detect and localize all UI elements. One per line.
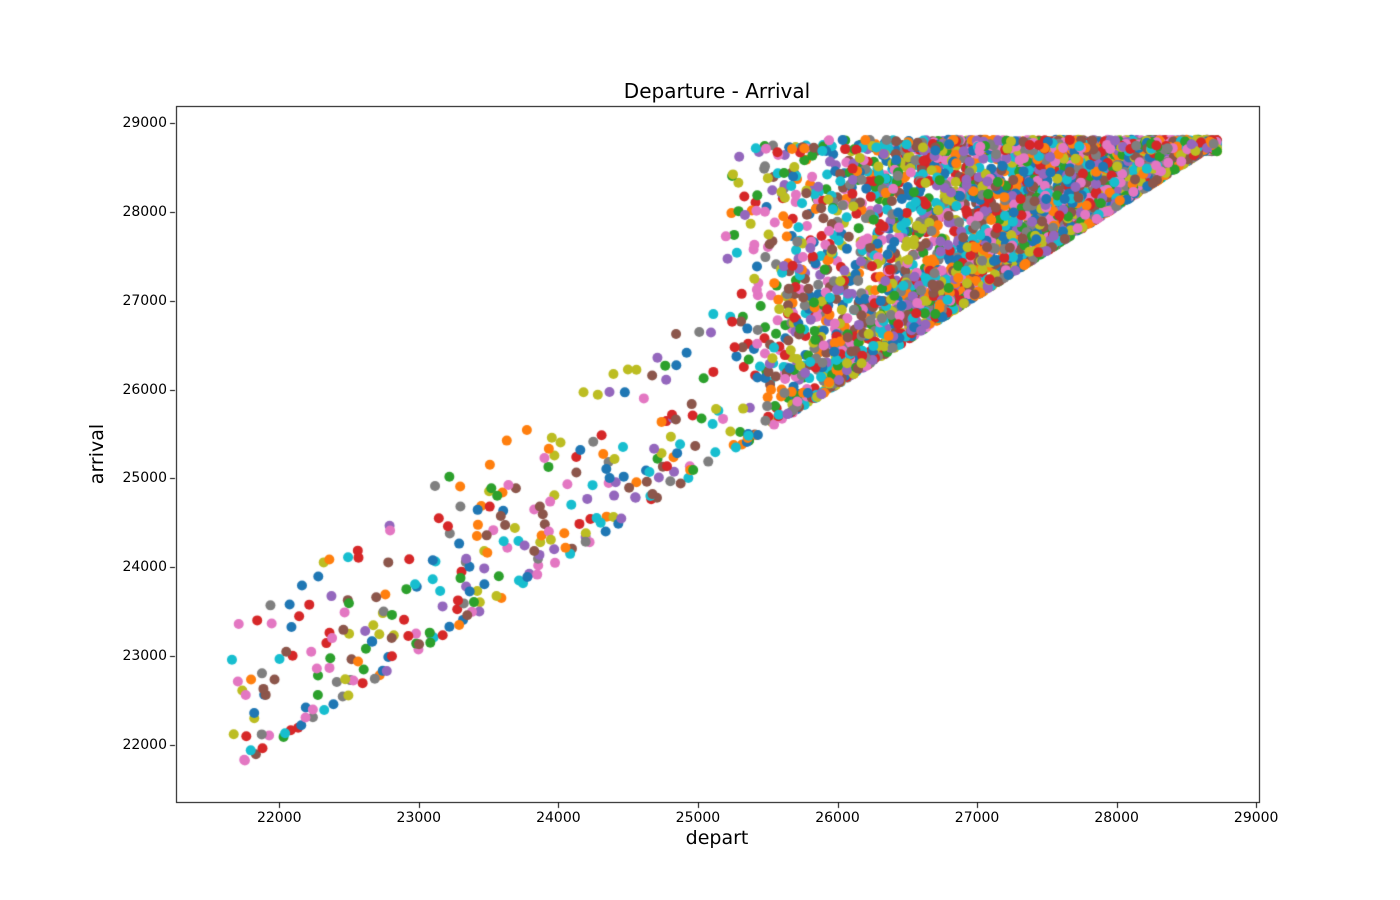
y-tick-label: 23000 — [122, 648, 167, 665]
x-tick-label: 22000 — [256, 810, 302, 826]
y-tick-label: 29000 — [122, 114, 167, 131]
y-tick-label: 24000 — [122, 559, 167, 576]
y-axis-label: arrival — [86, 423, 108, 485]
y-tick-label: 27000 — [122, 292, 167, 309]
y-tick-label: 28000 — [122, 203, 167, 220]
y-tick-label: 22000 — [122, 737, 167, 754]
x-tick-label: 23000 — [396, 810, 442, 826]
y-tick-label: 25000 — [122, 470, 167, 487]
chart-title: Departure - Arrival — [623, 79, 811, 103]
x-tick-label: 28000 — [1094, 810, 1139, 826]
x-axis-label: depart — [685, 827, 749, 849]
x-tick-label: 29000 — [1233, 810, 1279, 826]
x-tick-label: 27000 — [954, 810, 1000, 826]
x-tick-label: 26000 — [815, 810, 860, 826]
x-tick-label: 24000 — [536, 810, 581, 826]
x-tick-label: 25000 — [675, 810, 721, 826]
y-tick-label: 26000 — [122, 381, 167, 398]
